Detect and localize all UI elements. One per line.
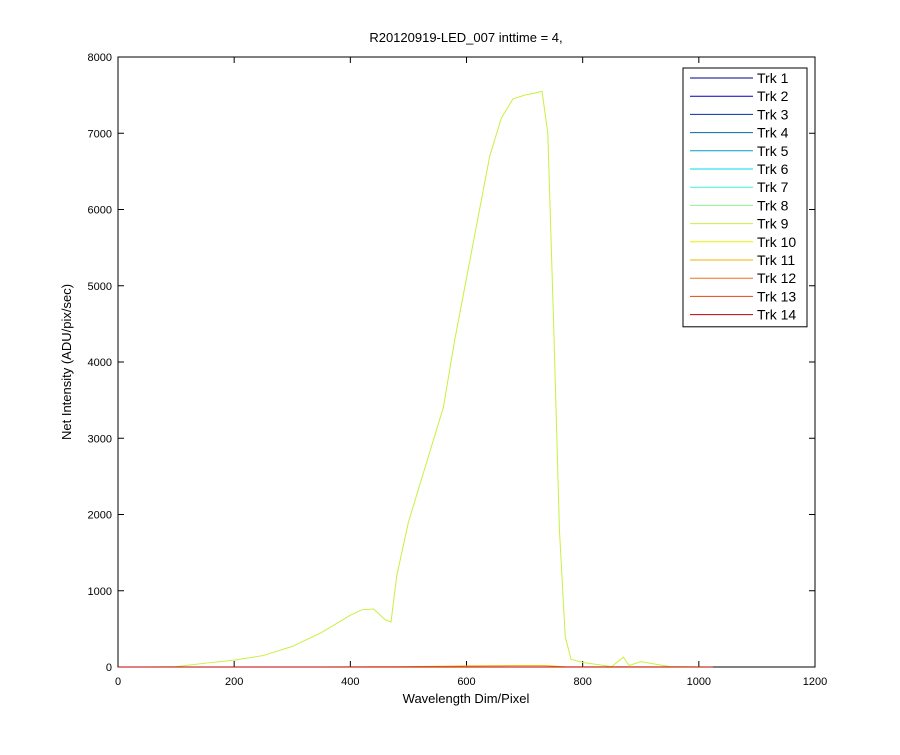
y-tick-label: 7000 (88, 128, 112, 140)
y-tick-label: 6000 (88, 205, 112, 217)
y-tick-label: 2000 (88, 510, 112, 522)
x-tick-label: 800 (573, 676, 591, 688)
y-tick-label: 4000 (88, 357, 112, 369)
x-tick-label: 0 (115, 676, 121, 688)
chart-title: R20120919-LED_007 inttime = 4, (369, 30, 562, 45)
legend-label: Trk 7 (757, 179, 789, 195)
x-tick-label: 1200 (803, 676, 827, 688)
x-tick-label: 1000 (687, 676, 711, 688)
legend-box (682, 67, 808, 328)
series-line (118, 90, 713, 668)
x-axis-label: Wavelength Dim/Pixel (403, 691, 530, 706)
legend-label: Trk 8 (757, 197, 789, 213)
legend-label: Trk 6 (757, 161, 789, 177)
legend-label: Trk 11 (757, 252, 795, 268)
legend: Trk 1 Trk 2 Trk 3 Trk 4 Trk 5 Trk 6 Trk 7 Trk 8… (682, 67, 808, 328)
legend-label: Trk 1 (757, 70, 789, 86)
y-tick-label: 3000 (88, 433, 112, 445)
legend-label: Trk 13 (757, 288, 796, 304)
legend-label: Trk 2 (757, 88, 789, 104)
legend-label: Trk 5 (757, 143, 789, 159)
legend-label: Trk 14 (757, 307, 796, 323)
y-tick-label: 5000 (88, 281, 112, 293)
x-tick-label: 400 (341, 676, 359, 688)
x-tick-label: 600 (457, 676, 475, 688)
legend-label: Trk 10 (757, 234, 796, 250)
legend-label: Trk 9 (757, 216, 789, 232)
legend-label: Trk 4 (757, 125, 789, 141)
legend-label: Trk 3 (757, 106, 789, 122)
legend-label: Trk 12 (757, 270, 796, 286)
y-tick-label: 0 (106, 662, 112, 674)
y-axis-label: Net Intensity (ADU/pix/sec) (59, 284, 74, 440)
x-tick-label: 200 (225, 676, 243, 688)
y-tick-label: 8000 (88, 52, 112, 64)
y-tick-label: 1000 (88, 586, 112, 598)
